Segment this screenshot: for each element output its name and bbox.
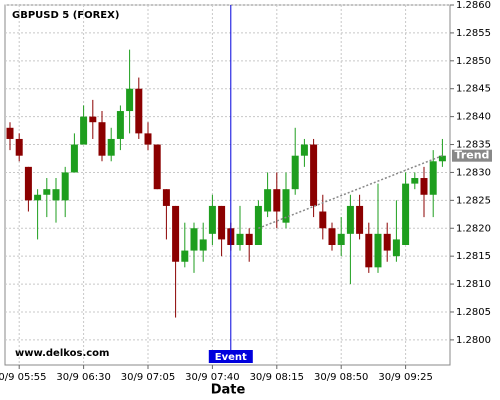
candle-body: [24, 166, 32, 201]
candle-body: [429, 161, 437, 195]
y-tick-label: 1.2835: [456, 140, 491, 151]
y-tick-label: 1.2800: [456, 335, 491, 346]
trend-label-box: [452, 149, 492, 162]
candle-body: [264, 189, 272, 212]
candle-body: [383, 233, 391, 251]
candle-body: [80, 116, 88, 145]
candle-body: [98, 122, 106, 156]
y-tick-label: 1.2840: [456, 112, 491, 123]
y-tick-label: 1.2825: [456, 195, 491, 206]
watermark: www.delkos.com: [15, 348, 109, 359]
candle-body: [144, 133, 152, 145]
y-tick-label: 1.2820: [456, 223, 491, 234]
y-tick-label: 1.2830: [456, 167, 491, 178]
x-tick-label: 30/9 07:40: [185, 372, 239, 383]
candle-body: [356, 205, 364, 234]
chart-title: GBPUSD 5 (FOREX): [12, 10, 119, 21]
x-tick-label: 30/9 06:30: [56, 372, 110, 383]
candle-body: [116, 111, 124, 139]
candle-body: [310, 144, 318, 206]
y-tick-label: 1.2805: [456, 307, 491, 318]
x-tick-label: 30/9 05:55: [0, 372, 46, 383]
candle-body: [89, 116, 97, 123]
y-tick-label: 1.2850: [456, 56, 491, 67]
event-label: Event: [215, 352, 247, 363]
candle-body: [15, 138, 23, 156]
candle-body: [282, 189, 290, 223]
candle-body: [162, 189, 170, 206]
candle-body: [43, 189, 51, 195]
candle-body: [6, 127, 14, 139]
plot-area: [4, 4, 451, 366]
candle-body: [245, 233, 253, 245]
x-axis-label: Date: [211, 383, 246, 398]
candle-body: [328, 228, 336, 245]
candle-body: [236, 233, 244, 245]
candle-body: [135, 88, 143, 134]
candle-body: [52, 189, 60, 201]
y-tick-label: 1.2810: [456, 279, 491, 290]
y-tick-label: 1.2845: [456, 84, 491, 95]
candle-body: [337, 233, 345, 245]
candle-body: [126, 88, 134, 112]
y-tick-label: 1.2815: [456, 251, 491, 262]
candle-body: [365, 233, 373, 268]
candle-body: [153, 144, 161, 190]
y-tick-label: 1.2860: [456, 0, 491, 11]
candle-body: [300, 144, 308, 156]
candle-body: [411, 178, 419, 184]
candle-body: [107, 138, 115, 156]
candle-body: [346, 205, 354, 234]
candle-body: [218, 205, 226, 240]
candle-body: [199, 239, 207, 251]
candle-body: [319, 211, 327, 229]
x-tick-label: 30/9 09:25: [378, 372, 432, 383]
candle-body: [70, 144, 78, 173]
candle-body: [291, 155, 299, 190]
candle-body: [420, 178, 428, 195]
x-tick-label: 30/9 08:15: [250, 372, 304, 383]
candle-body: [273, 189, 281, 212]
y-tick-label: 1.2855: [456, 28, 491, 39]
candle-body: [181, 250, 189, 262]
trend-label: Trend: [455, 149, 490, 162]
candle-body: [190, 228, 198, 251]
candle-body: [254, 205, 262, 245]
x-tick-label: 30/9 08:50: [314, 372, 368, 383]
candle-body: [34, 194, 42, 201]
trend-line: [258, 154, 443, 229]
candle-body: [172, 205, 180, 262]
x-tick-label: 30/9 07:05: [121, 372, 175, 383]
candle-body: [208, 205, 216, 234]
candle-body: [374, 233, 382, 268]
event-label-box: [208, 350, 253, 363]
candle-body: [392, 239, 400, 257]
candle-body: [402, 183, 410, 245]
candle-body: [61, 172, 69, 201]
candle-body: [438, 155, 446, 162]
